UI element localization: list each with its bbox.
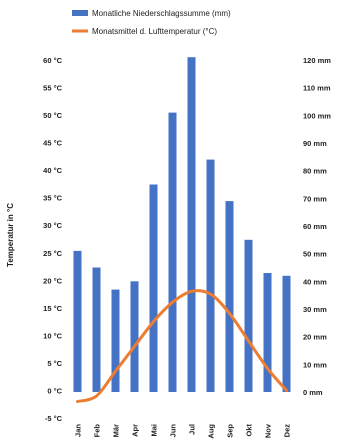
y-left-tick-label: -5 °C <box>45 414 63 423</box>
precipitation-bar <box>282 275 291 392</box>
y-right-tick-label: 60 mm <box>303 222 327 231</box>
precipitation-bar <box>244 239 253 392</box>
temperature-line-path <box>76 289 288 403</box>
legend-bar-swatch <box>72 10 88 16</box>
y-left-tick-label: 30 °C <box>43 221 62 230</box>
y-right-tick-label: 40 mm <box>303 277 327 286</box>
x-tick-label: Mai <box>150 424 159 437</box>
x-tick-label: Apr <box>131 424 140 437</box>
legend-line-label: Monatsmittel d. Lufttemperatur (°C) <box>92 27 217 36</box>
x-tick-label: Jan <box>74 424 83 437</box>
precipitation-bar <box>206 159 215 392</box>
y-left-tick-label: 35 °C <box>43 194 62 203</box>
x-tick-label: Mär <box>112 424 121 437</box>
y-left-tick-label: 40 °C <box>43 166 62 175</box>
y-right-tick-label: 30 mm <box>303 305 327 314</box>
y-right-tick-label: 90 mm <box>303 139 327 148</box>
precipitation-bar <box>187 57 196 392</box>
precipitation-bar <box>111 289 120 392</box>
y-right-tick-label: 120 mm <box>303 56 331 65</box>
y-left-tick-label: 25 °C <box>43 249 62 258</box>
y-axis-left-title: Temperatur in °C <box>6 203 15 267</box>
x-tick-label: Feb <box>93 424 102 438</box>
y-left-tick-label: 0 °C <box>47 386 62 395</box>
legend: Monatliche Niederschlagssumme (mm) Monat… <box>72 9 231 36</box>
y-right-tick-label: 80 mm <box>303 167 327 176</box>
y-left-tick-label: 50 °C <box>43 111 62 120</box>
x-axis-ticks: Jan Feb Mär Apr Mai Jun Jul Aug Sep Okt Nov Dez <box>74 423 292 438</box>
y-left-tick-label: 55 °C <box>43 84 62 93</box>
y-right-tick-label: 50 mm <box>303 250 327 259</box>
precipitation-bar <box>168 112 177 392</box>
x-tick-label: Okt <box>245 424 254 437</box>
y-left-tick-label: 10 °C <box>43 331 62 340</box>
y-left-tick-label: 20 °C <box>43 276 62 285</box>
x-tick-label: Nov <box>264 423 273 438</box>
legend-bar-label: Monatliche Niederschlagssumme (mm) <box>92 9 231 18</box>
precipitation-bar <box>263 273 272 392</box>
precipitation-bar <box>130 281 139 392</box>
x-tick-label: Aug <box>207 424 216 439</box>
x-tick-label: Jun <box>169 424 178 438</box>
precipitation-bar <box>149 184 158 392</box>
x-tick-label: Sep <box>226 424 235 438</box>
y-left-tick-label: 15 °C <box>43 304 62 313</box>
precipitation-bar <box>225 201 234 392</box>
precipitation-bars <box>73 57 291 392</box>
temperature-line <box>76 289 288 403</box>
y-right-tick-label: 110 mm <box>303 84 331 93</box>
y-right-tick-label: 20 mm <box>303 333 327 342</box>
y-right-tick-label: 10 mm <box>303 360 327 369</box>
x-tick-label: Dez <box>283 424 292 438</box>
x-tick-label: Jul <box>188 424 197 435</box>
y-right-tick-label: 0 mm <box>303 388 323 397</box>
y-right-tick-label: 100 mm <box>303 111 331 120</box>
y-left-tick-label: 45 °C <box>43 139 62 148</box>
y-left-tick-label: 5 °C <box>47 359 62 368</box>
precipitation-bar <box>73 250 82 392</box>
y-axis-left-ticks: -5 °C 0 °C 5 °C 10 °C 15 °C 20 °C 25 °C 30 °C 35… <box>43 56 62 423</box>
y-axis-right-ticks: 0 mm 10 mm 20 mm 30 mm 40 mm 50 mm 60 mm 70 mm 8… <box>303 56 331 397</box>
precipitation-bar <box>92 267 101 392</box>
y-right-tick-label: 70 mm <box>303 194 327 203</box>
y-left-tick-label: 60 °C <box>43 56 62 65</box>
